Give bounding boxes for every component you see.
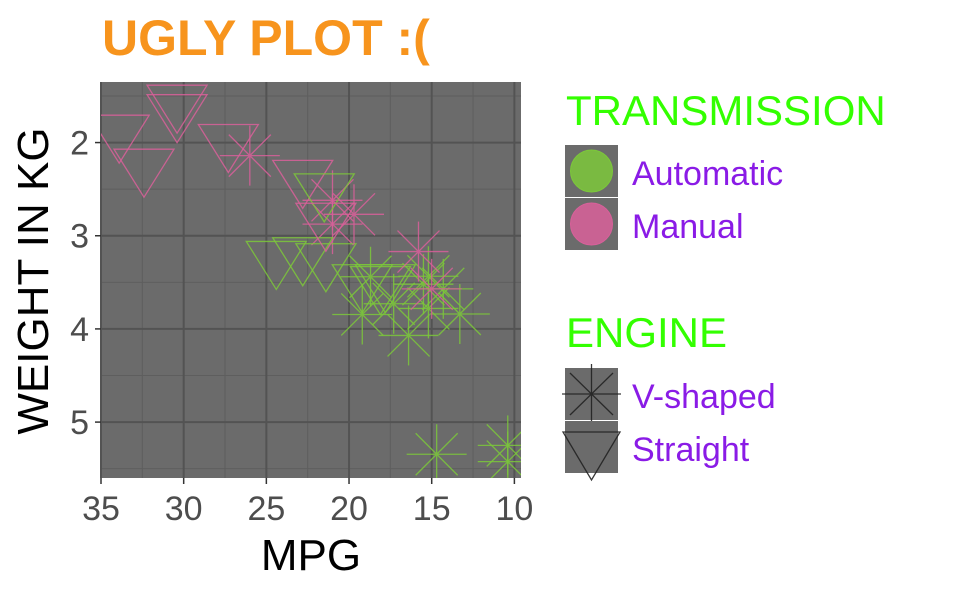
legend-key-automatic	[570, 149, 613, 193]
y-tick-label: 5	[70, 404, 89, 442]
legend-key-manual	[570, 202, 613, 246]
plot-panel	[101, 82, 521, 478]
x-tick-label: 10	[495, 490, 533, 528]
x-tick-label: 30	[165, 490, 203, 528]
data-point-v-shaped	[340, 246, 401, 307]
gridlines	[100, 82, 521, 478]
legend-title-transmission: TRANSMISSION	[566, 87, 886, 134]
data-point-straight	[294, 202, 358, 253]
x-tick-label: 20	[330, 490, 368, 528]
data-point-v-shaped	[393, 254, 454, 315]
data-point-straight	[112, 148, 176, 199]
y-tick-label: 4	[70, 311, 89, 349]
data-point-v-shaped	[406, 424, 467, 478]
data-point-v-shaped	[429, 284, 490, 345]
y-axis-ticks: 2 3 4 5	[70, 125, 101, 442]
data-point-straight	[271, 159, 334, 210]
legend-key-straight	[561, 431, 622, 482]
legend-transmission: TRANSMISSION Automatic Manual	[565, 87, 886, 250]
legend-key-bg-straight	[565, 421, 618, 473]
legend-label-manual: Manual	[632, 208, 744, 246]
legend-label-automatic: Automatic	[632, 155, 783, 193]
legend-engine: ENGINE V-shaped Straight	[561, 309, 776, 482]
data-point-v-shaped	[302, 194, 363, 255]
data-point-v-shaped	[378, 305, 439, 366]
legend-label-v-shaped: V-shaped	[632, 378, 776, 416]
data-point-straight	[293, 173, 356, 224]
data-point-straight	[245, 240, 308, 291]
y-axis-label: WEIGHT IN KG	[9, 127, 58, 434]
chart-title: UGLY PLOT :(	[102, 10, 430, 66]
y-tick-label: 3	[70, 218, 89, 256]
data-point-straight	[101, 114, 151, 165]
data-point-v-shaped	[219, 125, 280, 186]
data-point-v-shaped	[388, 221, 449, 282]
legend-key-v-shaped	[562, 364, 621, 424]
x-tick-label: 35	[82, 490, 120, 528]
data-point-straight	[349, 265, 412, 316]
data-point-straight	[294, 243, 358, 294]
data-point-v-shaped	[398, 246, 459, 307]
data-point-v-shaped	[401, 258, 462, 319]
legend-label-straight: Straight	[632, 431, 750, 469]
data-point-v-shaped	[332, 284, 393, 345]
data-point-straight	[354, 264, 417, 314]
legend-title-engine: ENGINE	[566, 309, 727, 356]
x-axis-label: MPG	[261, 531, 361, 580]
data-point-v-shaped	[477, 431, 521, 478]
x-tick-label: 25	[247, 490, 285, 528]
data-points	[101, 84, 521, 478]
y-tick-label: 2	[70, 125, 89, 163]
data-point-straight	[271, 237, 334, 287]
data-point-straight	[145, 94, 209, 144]
x-tick-label: 15	[413, 490, 451, 528]
data-point-v-shaped	[323, 184, 384, 245]
x-axis-ticks: 35 30 25 20 15 10	[82, 478, 533, 528]
data-point-straight	[145, 84, 209, 135]
